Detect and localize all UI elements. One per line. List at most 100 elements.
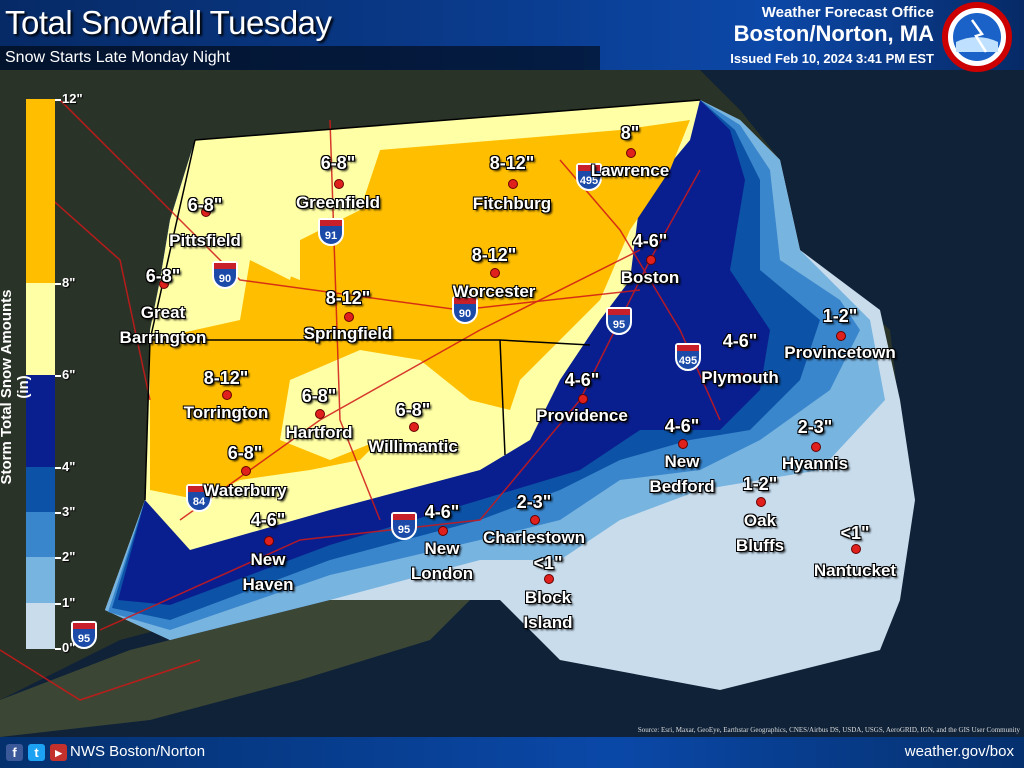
city-name: Lawrence xyxy=(590,161,670,180)
nws-logo xyxy=(942,2,1012,72)
legend-tick: 4" xyxy=(55,459,75,474)
youtube-icon[interactable]: ▸ xyxy=(50,744,67,761)
city-marker xyxy=(756,497,766,507)
page-title: Total Snowfall Tuesday xyxy=(5,4,332,41)
snow-amount-label: 6-8" xyxy=(395,400,431,420)
snow-amount-label: 4-6" xyxy=(722,331,758,351)
city-name: Great Barrington xyxy=(119,303,207,347)
snow-amount-label: 6-8" xyxy=(145,266,181,286)
interstate-shield-icon: 95 xyxy=(391,512,417,540)
city-marker xyxy=(508,179,518,189)
city-name: Plymouth xyxy=(701,368,779,387)
snow-amount-label: 8-12" xyxy=(489,153,535,173)
interstate-shield-icon: 90 xyxy=(212,261,238,289)
interstate-shield-icon: 95 xyxy=(606,307,632,335)
city-name: Worcester xyxy=(452,282,536,301)
city-marker xyxy=(626,148,636,158)
city-marker xyxy=(438,526,448,536)
snow-amount-label: 1-2" xyxy=(822,306,858,326)
city-name: Springfield xyxy=(303,324,393,343)
city-name: Charlestown xyxy=(482,528,586,547)
city-name: Hartford xyxy=(285,423,353,442)
city-marker xyxy=(315,409,325,419)
city-marker xyxy=(530,515,540,525)
city-name: Boston xyxy=(620,268,680,287)
page-subtitle: Snow Starts Late Monday Night xyxy=(5,49,231,66)
city-marker xyxy=(409,422,419,432)
interstate-shield-icon: 95 xyxy=(71,621,97,649)
snow-amount-label: 8" xyxy=(620,123,640,143)
city-marker xyxy=(836,331,846,341)
city-marker xyxy=(264,536,274,546)
legend-tick: 3" xyxy=(55,504,75,519)
legend-bin-3-4 xyxy=(26,467,55,512)
city-marker xyxy=(344,312,354,322)
legend-title: Storm Total Snow Amounts (in) xyxy=(0,289,32,485)
city-marker xyxy=(678,439,688,449)
interstate-shield-icon: 495 xyxy=(576,163,602,191)
city-name: Hyannis xyxy=(781,454,849,473)
legend-tick: 1" xyxy=(55,595,75,610)
city-marker xyxy=(490,268,500,278)
city-marker xyxy=(646,255,656,265)
city-name: New Bedford xyxy=(649,452,715,496)
snow-amount-label: 6-8" xyxy=(301,386,337,406)
city-name: Willimantic xyxy=(368,437,458,456)
subtitle-bar xyxy=(0,46,600,70)
website-link[interactable]: weather.gov/box xyxy=(904,743,1014,760)
footer-bar xyxy=(0,737,1024,768)
twitter-icon[interactable]: t xyxy=(28,744,45,761)
legend-tick: 8" xyxy=(55,275,75,290)
city-name: Providence xyxy=(536,406,628,425)
snow-amount-label: 8-12" xyxy=(325,288,371,308)
city-name: Block Island xyxy=(523,588,573,632)
snowfall-contours xyxy=(105,100,915,690)
office-name: Boston/Norton, MA xyxy=(733,21,934,46)
city-name: New Haven xyxy=(242,550,294,594)
city-name: Pittsfield xyxy=(169,231,241,250)
city-name: New London xyxy=(410,539,474,583)
legend-bin-4-6 xyxy=(26,375,55,467)
legend-tick: 6" xyxy=(55,367,75,382)
snow-amount-label: 4-6" xyxy=(664,416,700,436)
legend-tick: 12" xyxy=(55,91,83,106)
city-marker xyxy=(811,442,821,452)
snow-amount-label: 6-8" xyxy=(187,195,223,215)
snow-amount-label: 2-3" xyxy=(797,417,833,437)
interstate-shield-icon: 495 xyxy=(675,343,701,371)
snow-amount-label: 6-8" xyxy=(320,153,356,173)
legend-bin-8-12 xyxy=(26,99,55,283)
city-marker xyxy=(201,207,211,217)
city-name: Oak Bluffs xyxy=(735,511,785,555)
snow-amount-label: 4-6" xyxy=(424,502,460,522)
city-marker xyxy=(851,544,861,554)
snow-amount-label: 6-8" xyxy=(227,443,263,463)
legend-bin-6-8 xyxy=(26,283,55,375)
state-borders xyxy=(144,99,701,501)
city-name: Nantucket xyxy=(813,561,897,580)
city-marker xyxy=(222,390,232,400)
snow-amount-label: 8-12" xyxy=(471,245,517,265)
office-label: Weather Forecast Office xyxy=(761,4,934,21)
city-name: Provincetown xyxy=(784,343,896,362)
city-marker xyxy=(334,179,344,189)
snow-amount-label: <1" xyxy=(840,523,870,543)
legend-bin-2-3 xyxy=(26,512,55,557)
legend-bin-0-1 xyxy=(26,603,55,649)
city-marker xyxy=(159,279,169,289)
issued-time: Issued Feb 10, 2024 3:41 PM EST xyxy=(730,51,934,66)
snow-amount-label: 4-6" xyxy=(564,370,600,390)
facebook-icon[interactable]: f xyxy=(6,744,23,761)
legend-bin-1-2 xyxy=(26,557,55,603)
legend-tick: 0" xyxy=(55,640,75,655)
city-name: Fitchburg xyxy=(472,194,552,213)
city-name: Greenfield xyxy=(295,193,381,212)
interstate-shield-icon: 90 xyxy=(452,296,478,324)
legend-tick: 2" xyxy=(55,549,75,564)
city-marker xyxy=(736,373,746,383)
city-name: Torrington xyxy=(183,403,269,422)
snow-amount-label: <1" xyxy=(533,553,563,573)
snow-amount-label: 4-6" xyxy=(250,510,286,530)
map-source: Source: Esri, Maxar, GeoEye, Earthstar G… xyxy=(637,726,1020,734)
